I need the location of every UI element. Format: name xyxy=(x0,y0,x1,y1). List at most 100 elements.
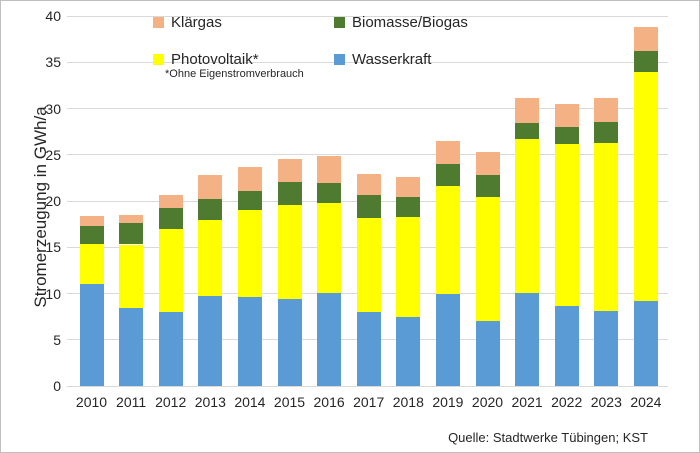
y-tick-label-10: 10 xyxy=(45,285,61,302)
bar-segment-2015-wasserkraft xyxy=(277,299,302,386)
bar-segment-2022-klrgas xyxy=(554,103,579,127)
bar-segment-2024-wasserkraft xyxy=(633,300,658,386)
x-tick-label-2022: 2022 xyxy=(551,394,583,410)
legend-label: Wasserkraft xyxy=(352,51,432,68)
bar-segment-2019-photovoltaik xyxy=(435,186,460,295)
bar-segment-2021-photovoltaik xyxy=(515,139,540,293)
bar-segment-2016-photovoltaik xyxy=(317,202,342,293)
bar-segment-2012-photovoltaik xyxy=(158,228,183,312)
bar-segment-2023-biomassebiogas xyxy=(594,122,619,143)
legend-label: Klärgas xyxy=(171,14,222,31)
y-tick-label-40: 40 xyxy=(45,8,61,24)
y-tick-label-15: 15 xyxy=(45,239,61,256)
bar-segment-2019-klrgas xyxy=(435,140,460,164)
bar-segment-2024-klrgas xyxy=(633,27,658,52)
bar-segment-2012-wasserkraft xyxy=(158,312,183,386)
legend-footnote: *Ohne Eigenstromverbrauch xyxy=(165,68,304,80)
y-tick-label-30: 30 xyxy=(45,100,61,117)
bar-segment-2020-photovoltaik xyxy=(475,197,500,322)
legend-item-wasserkraft: Wasserkraft xyxy=(334,51,431,68)
bar-segment-2013-photovoltaik xyxy=(198,220,223,297)
bar-segment-2014-klrgas xyxy=(237,166,262,191)
legend-item-klaergas: Klärgas xyxy=(153,14,222,31)
bar-segment-2010-wasserkraft xyxy=(79,284,104,386)
x-tick-label-2019: 2019 xyxy=(432,394,464,410)
bar-segment-2020-biomassebiogas xyxy=(475,175,500,198)
x-tick-label-2012: 2012 xyxy=(155,394,187,410)
bar-2024 xyxy=(633,16,658,386)
bar-segment-2010-biomassebiogas xyxy=(79,225,104,245)
gridline-y-30 xyxy=(67,108,668,109)
y-tick-label-35: 35 xyxy=(45,54,61,71)
gridline-y-40 xyxy=(67,15,668,17)
x-tick-label-2013: 2013 xyxy=(194,394,226,410)
bar-segment-2017-photovoltaik xyxy=(356,217,381,312)
bar-segment-2017-wasserkraft xyxy=(356,312,381,386)
bar-segment-2020-wasserkraft xyxy=(475,321,500,386)
bar-2020 xyxy=(475,16,500,386)
bar-segment-2010-photovoltaik xyxy=(79,244,104,285)
bar-segment-2014-biomassebiogas xyxy=(237,190,262,211)
bar-2016 xyxy=(317,16,342,386)
bar-segment-2013-wasserkraft xyxy=(198,296,223,386)
legend-swatch-biomasse-icon xyxy=(334,17,345,28)
x-tick-label-2023: 2023 xyxy=(590,394,622,410)
bar-2022 xyxy=(554,16,579,386)
bar-segment-2023-klrgas xyxy=(594,98,619,123)
bar-segment-2013-biomassebiogas xyxy=(198,199,223,221)
bar-segment-2024-photovoltaik xyxy=(633,71,658,301)
x-tick-label-2016: 2016 xyxy=(313,394,345,410)
bar-segment-2011-photovoltaik xyxy=(119,244,144,309)
bar-2015 xyxy=(277,16,302,386)
legend-label: Photovoltaik* xyxy=(171,51,259,68)
x-tick-label-2011: 2011 xyxy=(116,394,147,410)
bar-segment-2023-wasserkraft xyxy=(594,311,619,386)
x-tick-label-2018: 2018 xyxy=(392,394,424,410)
legend-item-photovoltaik: Photovoltaik* xyxy=(153,51,259,68)
plot-area xyxy=(67,15,668,387)
gridline-y-0 xyxy=(67,385,668,387)
bar-segment-2016-biomassebiogas xyxy=(317,182,342,203)
bar-segment-2018-wasserkraft xyxy=(396,316,421,386)
bar-2017 xyxy=(356,16,381,386)
bar-segment-2011-biomassebiogas xyxy=(119,223,144,245)
bar-segment-2024-biomassebiogas xyxy=(633,51,658,72)
x-tick-label-2021: 2021 xyxy=(511,394,543,410)
bar-segment-2023-photovoltaik xyxy=(594,142,619,312)
bar-segment-2017-klrgas xyxy=(356,174,381,196)
y-tick-label-25: 25 xyxy=(45,146,61,163)
bar-2018 xyxy=(396,16,421,386)
bar-segment-2011-wasserkraft xyxy=(119,308,144,386)
bar-segment-2021-klrgas xyxy=(515,98,540,124)
gridline-y-35 xyxy=(67,61,668,63)
bar-segment-2019-biomassebiogas xyxy=(435,164,460,187)
legend-item-biomasse-biogas: Biomasse/Biogas xyxy=(334,14,468,31)
bar-segment-2022-wasserkraft xyxy=(554,306,579,386)
bar-segment-2012-biomassebiogas xyxy=(158,208,183,229)
bar-2012 xyxy=(158,16,183,386)
x-tick-label-2010: 2010 xyxy=(75,394,108,410)
bar-segment-2013-klrgas xyxy=(198,175,223,200)
bar-segment-2015-klrgas xyxy=(277,159,302,182)
bar-2019 xyxy=(435,16,460,386)
bar-2023 xyxy=(594,16,619,386)
x-tick-label-2024: 2024 xyxy=(630,394,662,410)
bar-segment-2018-biomassebiogas xyxy=(396,197,421,217)
legend-swatch-photovoltaik-icon xyxy=(153,54,164,65)
y-tick-label-0: 0 xyxy=(53,378,61,394)
legend-swatch-wasserkraft-icon xyxy=(334,54,345,65)
bar-segment-2014-wasserkraft xyxy=(237,297,262,386)
bar-segment-2019-wasserkraft xyxy=(435,294,460,386)
bar-2021 xyxy=(515,16,540,386)
bar-segment-2022-biomassebiogas xyxy=(554,127,579,144)
legend-label: Biomasse/Biogas xyxy=(352,14,468,31)
x-tick-label-2020: 2020 xyxy=(471,394,504,410)
bar-segment-2018-klrgas xyxy=(396,176,421,198)
bar-segment-2017-biomassebiogas xyxy=(356,195,381,218)
bar-2014 xyxy=(237,16,262,386)
bar-segment-2021-wasserkraft xyxy=(515,292,540,386)
bar-segment-2014-photovoltaik xyxy=(237,210,262,298)
gridline-y-25 xyxy=(67,154,668,156)
bar-segment-2022-photovoltaik xyxy=(554,143,579,307)
bar-segment-2020-klrgas xyxy=(475,151,500,176)
